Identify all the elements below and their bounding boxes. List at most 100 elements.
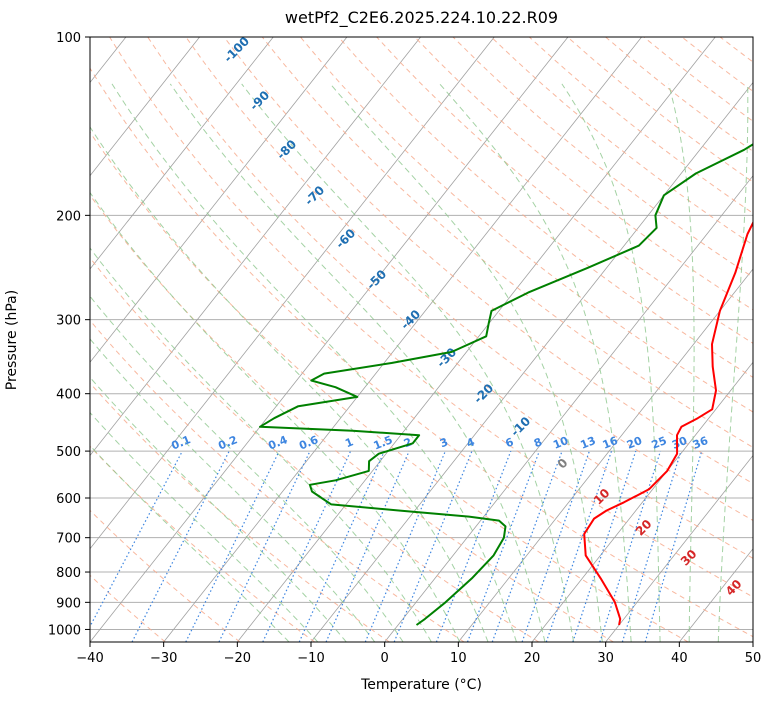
mixing-ratio-label: 20: [625, 434, 644, 452]
dry-adiabat-label: -40: [398, 307, 423, 332]
moist-adiabat: [90, 444, 290, 642]
x-tick-label: 40: [671, 651, 688, 666]
y-tick-label: 600: [56, 492, 81, 507]
mixing-ratio-line: [599, 450, 662, 642]
mixing-ratio-line: [218, 450, 311, 642]
mixing-ratio-line: [298, 450, 385, 642]
isotherm: [237, 37, 716, 642]
y-axis-label: Pressure (hPa): [4, 289, 20, 391]
x-tick-label: −40: [76, 651, 103, 666]
moist-adiabat: [90, 295, 404, 642]
mixing-ratio-line: [491, 450, 563, 642]
dry-adiabat: [567, 37, 753, 183]
temperature-line: [583, 220, 753, 626]
y-tick-label: 100: [56, 31, 81, 46]
dry-adiabat: [90, 257, 540, 642]
dry-adiabat: [90, 319, 465, 642]
dry-adiabat: [300, 37, 753, 413]
mixing-ratio-line: [364, 450, 446, 642]
line-labels: 0.1 0.2 0.4 0.6 1 1.5 2 3 4 6 8 10 13 16 20 25 30 36-100-…: [170, 34, 745, 598]
mixing-ratio-line: [325, 450, 410, 642]
pressure-gridlines: [90, 36, 753, 630]
isotherm: [90, 37, 421, 457]
mixing-ratio-line: [572, 450, 637, 642]
moist-adiabat: [329, 83, 603, 642]
x-tick-label: 20: [524, 651, 541, 666]
isotherm: [384, 175, 753, 642]
dry-adiabat-label: -80: [274, 137, 299, 162]
dry-adiabat: [147, 37, 753, 559]
moist-adiabat: [90, 376, 347, 642]
moist-adiabat: [439, 83, 632, 642]
profile-lines: [259, 143, 753, 626]
x-axis-label: Temperature (°C): [361, 677, 482, 693]
dry-adiabat: [414, 37, 753, 311]
y-tick-label: 300: [56, 314, 81, 329]
mixing-ratio-label: 0.6: [297, 433, 320, 452]
dry-adiabat-label: -70: [302, 183, 327, 208]
dry-adiabat-label: 0: [555, 456, 571, 472]
isotherm: [752, 641, 753, 642]
dry-adiabat: [90, 131, 689, 642]
dry-adiabat: [90, 194, 614, 642]
y-tick-label: 800: [56, 566, 81, 581]
y-tick-label: 200: [56, 209, 81, 224]
axis-ticks: −40 −30 −20 −10 0 10 20 30 40 5010020030040050060…: [48, 31, 761, 666]
dry-adiabat: [528, 37, 753, 214]
moist-adiabat: [241, 83, 575, 642]
mixing-ratio-line: [621, 450, 682, 642]
isotherm: [310, 81, 753, 642]
mixing-ratio-label: 30: [670, 434, 689, 452]
isotherm: [163, 37, 642, 642]
mixing-ratio-line: [131, 450, 230, 642]
dry-adiabat: [261, 37, 753, 448]
dry-adiabat: [90, 509, 241, 642]
chart-title: wetPf2_C2E6.2025.224.10.22.R09: [284, 8, 559, 27]
mixing-ratio-line: [644, 450, 703, 642]
mixing-ratio-label: 0.1: [170, 433, 193, 452]
isotherm: [90, 37, 495, 550]
dewpoint-line: [259, 143, 753, 626]
dry-adiabat-label: 20: [633, 517, 655, 539]
dry-adiabat: [681, 37, 753, 92]
isotherm: [90, 37, 200, 177]
x-tick-label: 30: [597, 651, 614, 666]
moist-adiabat: [169, 83, 546, 642]
mixing-ratio-line: [521, 450, 590, 642]
dry-adiabat: [643, 37, 753, 122]
mixing-ratio-line: [90, 450, 183, 628]
dry-adiabat-label: -50: [364, 267, 389, 292]
mixing-ratio-label: 0.2: [216, 433, 239, 452]
dry-adiabat: [338, 37, 753, 378]
x-tick-label: −30: [150, 651, 177, 666]
mixing-ratio-line: [262, 450, 352, 642]
mixing-ratio-label: 36: [691, 434, 710, 452]
moist-adiabat: [90, 338, 376, 642]
dry-adiabat-label: -90: [247, 88, 272, 113]
y-tick-label: 1000: [48, 623, 81, 638]
background-lines: [90, 37, 753, 642]
dry-adiabat: [90, 445, 315, 642]
y-tick-label: 900: [56, 596, 81, 611]
moist-adiabat: [90, 411, 319, 642]
moist-adiabat: [90, 191, 461, 642]
mixing-ratio-label: 8: [532, 435, 544, 450]
isotherm: [605, 454, 753, 642]
dry-adiabat: [90, 382, 390, 642]
dry-adiabat: [90, 574, 166, 642]
isotherm: [90, 37, 348, 363]
moist-adiabat: [561, 83, 661, 642]
mixing-ratio-label: 4: [465, 435, 477, 450]
moist-adiabat: [717, 83, 749, 642]
mixing-ratio-label: 25: [650, 434, 669, 452]
mixing-ratio-line: [466, 450, 540, 642]
mixing-ratio-label: 10: [551, 434, 570, 452]
mixing-ratio-label: 16: [601, 434, 620, 452]
y-tick-label: 500: [56, 445, 81, 460]
dry-adiabat-label: 40: [723, 577, 745, 599]
mixing-ratio-label: 0.4: [266, 433, 289, 452]
dry-adiabat: [376, 37, 753, 344]
dry-adiabat-label: 10: [591, 486, 613, 508]
mixing-ratio-label: 1: [343, 435, 355, 450]
